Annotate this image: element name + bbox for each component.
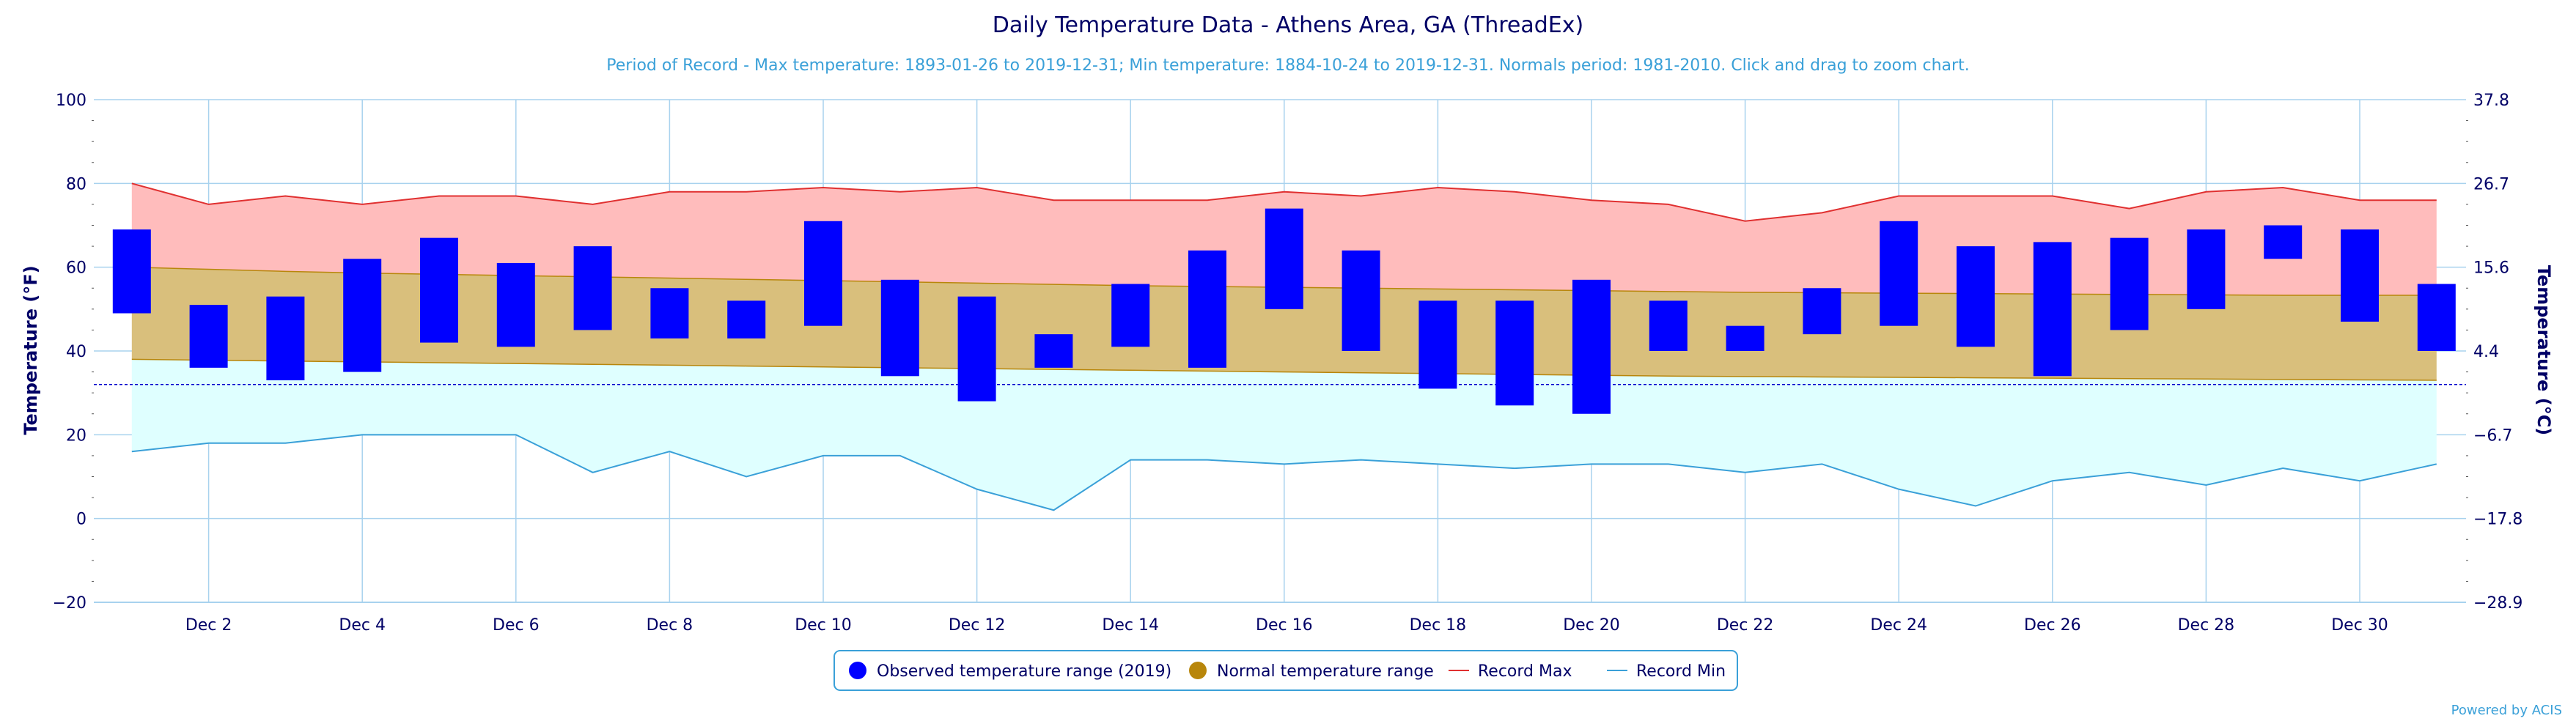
legend-box — [833, 650, 1738, 691]
x-tick-label: Dec 22 — [1717, 616, 1774, 635]
x-tick-label: Dec 14 — [1102, 616, 1159, 635]
observed-bar — [1649, 300, 1688, 351]
observed-bar — [189, 305, 228, 368]
y-right-tick-label: 15.6 — [2473, 259, 2509, 278]
x-tick-label: Dec 16 — [1256, 616, 1313, 635]
observed-bar — [1726, 325, 1764, 351]
x-tick-label: Dec 12 — [949, 616, 1006, 635]
x-tick-label: Dec 26 — [2024, 616, 2081, 635]
observed-bar — [343, 259, 382, 372]
chart-title: Daily Temperature Data - Athens Area, GA… — [993, 12, 1583, 38]
y-right-tick-label: −6.7 — [2473, 426, 2512, 445]
observed-bar — [1880, 221, 1918, 326]
y-left-tick-label: 40 — [66, 343, 87, 361]
observed-bar — [1495, 300, 1534, 406]
x-tick-label: Dec 20 — [1563, 616, 1620, 635]
normal-low-line — [131, 358, 2437, 381]
observed-bar — [1803, 288, 1841, 335]
observed-bar — [2033, 242, 2072, 377]
observed-bar — [650, 288, 689, 339]
observed-bar — [880, 279, 919, 377]
y-right-tick-label: −28.9 — [2473, 594, 2522, 613]
x-tick-label: Dec 4 — [339, 616, 386, 635]
legend-label: Record Max — [1478, 662, 1572, 681]
observed-bar — [957, 296, 996, 402]
chart-subtitle: Period of Record - Max temperature: 1893… — [606, 56, 1969, 75]
x-tick-label: Dec 2 — [185, 616, 232, 635]
plot-area[interactable]: Dec 2 Dec 4 Dec 6 Dec 8 Dec 10 Dec 12 Dec 14 De… — [53, 92, 2523, 635]
observed-bar — [496, 262, 535, 347]
observed-bar — [112, 229, 151, 314]
record-max-line — [131, 182, 2437, 222]
y-left-tick-label: −20 — [53, 594, 87, 613]
y-left-tick-label: 100 — [56, 92, 87, 110]
observed-bar — [420, 237, 458, 343]
observed-bar — [1957, 246, 1995, 347]
observed-bar — [2187, 229, 2226, 309]
x-tick-label: Dec 28 — [2178, 616, 2235, 635]
y-right-tick-label: 4.4 — [2473, 343, 2499, 361]
legend-label: Record Min — [1636, 662, 1726, 681]
record-min-line — [131, 434, 2437, 511]
observed-bar — [1418, 300, 1457, 389]
legend: Observed temperature range (2019) Normal … — [833, 650, 1738, 691]
y-axis-left-title: Temperature (°F) — [21, 265, 41, 435]
observed-bar — [573, 246, 612, 330]
observed-bar — [1034, 334, 1073, 368]
y-axis-right-title: Temperature (°C) — [2533, 265, 2554, 436]
legend-item[interactable]: Observed temperature range (2019) — [849, 662, 1171, 681]
observed-bar — [2417, 284, 2456, 351]
observed-bar — [727, 300, 766, 339]
x-tick-label: Dec 6 — [493, 616, 540, 635]
observed-bar — [2110, 237, 2149, 330]
x-tick-label: Dec 30 — [2331, 616, 2388, 635]
observed-bar — [1111, 284, 1150, 347]
x-tick-label: Dec 10 — [795, 616, 852, 635]
legend-label: Observed temperature range (2019) — [877, 662, 1171, 681]
legend-dot — [1189, 662, 1207, 679]
observed-bar — [1572, 279, 1611, 414]
observed-bar — [1342, 250, 1380, 351]
record-min-band — [131, 359, 2437, 511]
observed-bar — [804, 221, 842, 326]
legend-item[interactable]: Record Max — [1449, 662, 1572, 681]
x-tick-label: Dec 18 — [1410, 616, 1467, 635]
observed-bar — [1265, 208, 1303, 309]
y-right-tick-label: 26.7 — [2473, 175, 2509, 193]
y-right-tick-label: 37.8 — [2473, 92, 2509, 110]
observed-bar — [2264, 225, 2303, 259]
legend-item[interactable]: Record Min — [1607, 662, 1726, 681]
y-left-tick-label: 20 — [66, 426, 87, 445]
legend-dot — [849, 662, 866, 679]
observed-bar — [266, 296, 305, 381]
legend-label: Normal temperature range — [1217, 662, 1434, 681]
observed-bar — [2341, 229, 2379, 322]
y-right-tick-label: −17.8 — [2473, 511, 2522, 529]
x-tick-label: Dec 8 — [647, 616, 693, 635]
y-left-tick-label: 60 — [66, 259, 87, 278]
y-left-tick-label: 80 — [66, 175, 87, 193]
y-left-tick-label: 0 — [76, 511, 87, 529]
x-tick-label: Dec 24 — [1870, 616, 1927, 635]
observed-bar — [1188, 250, 1226, 368]
normal-range-band — [131, 267, 2437, 381]
powered-by-credit[interactable]: Powered by ACIS — [2451, 703, 2562, 718]
legend-item[interactable]: Normal temperature range — [1189, 662, 1434, 681]
